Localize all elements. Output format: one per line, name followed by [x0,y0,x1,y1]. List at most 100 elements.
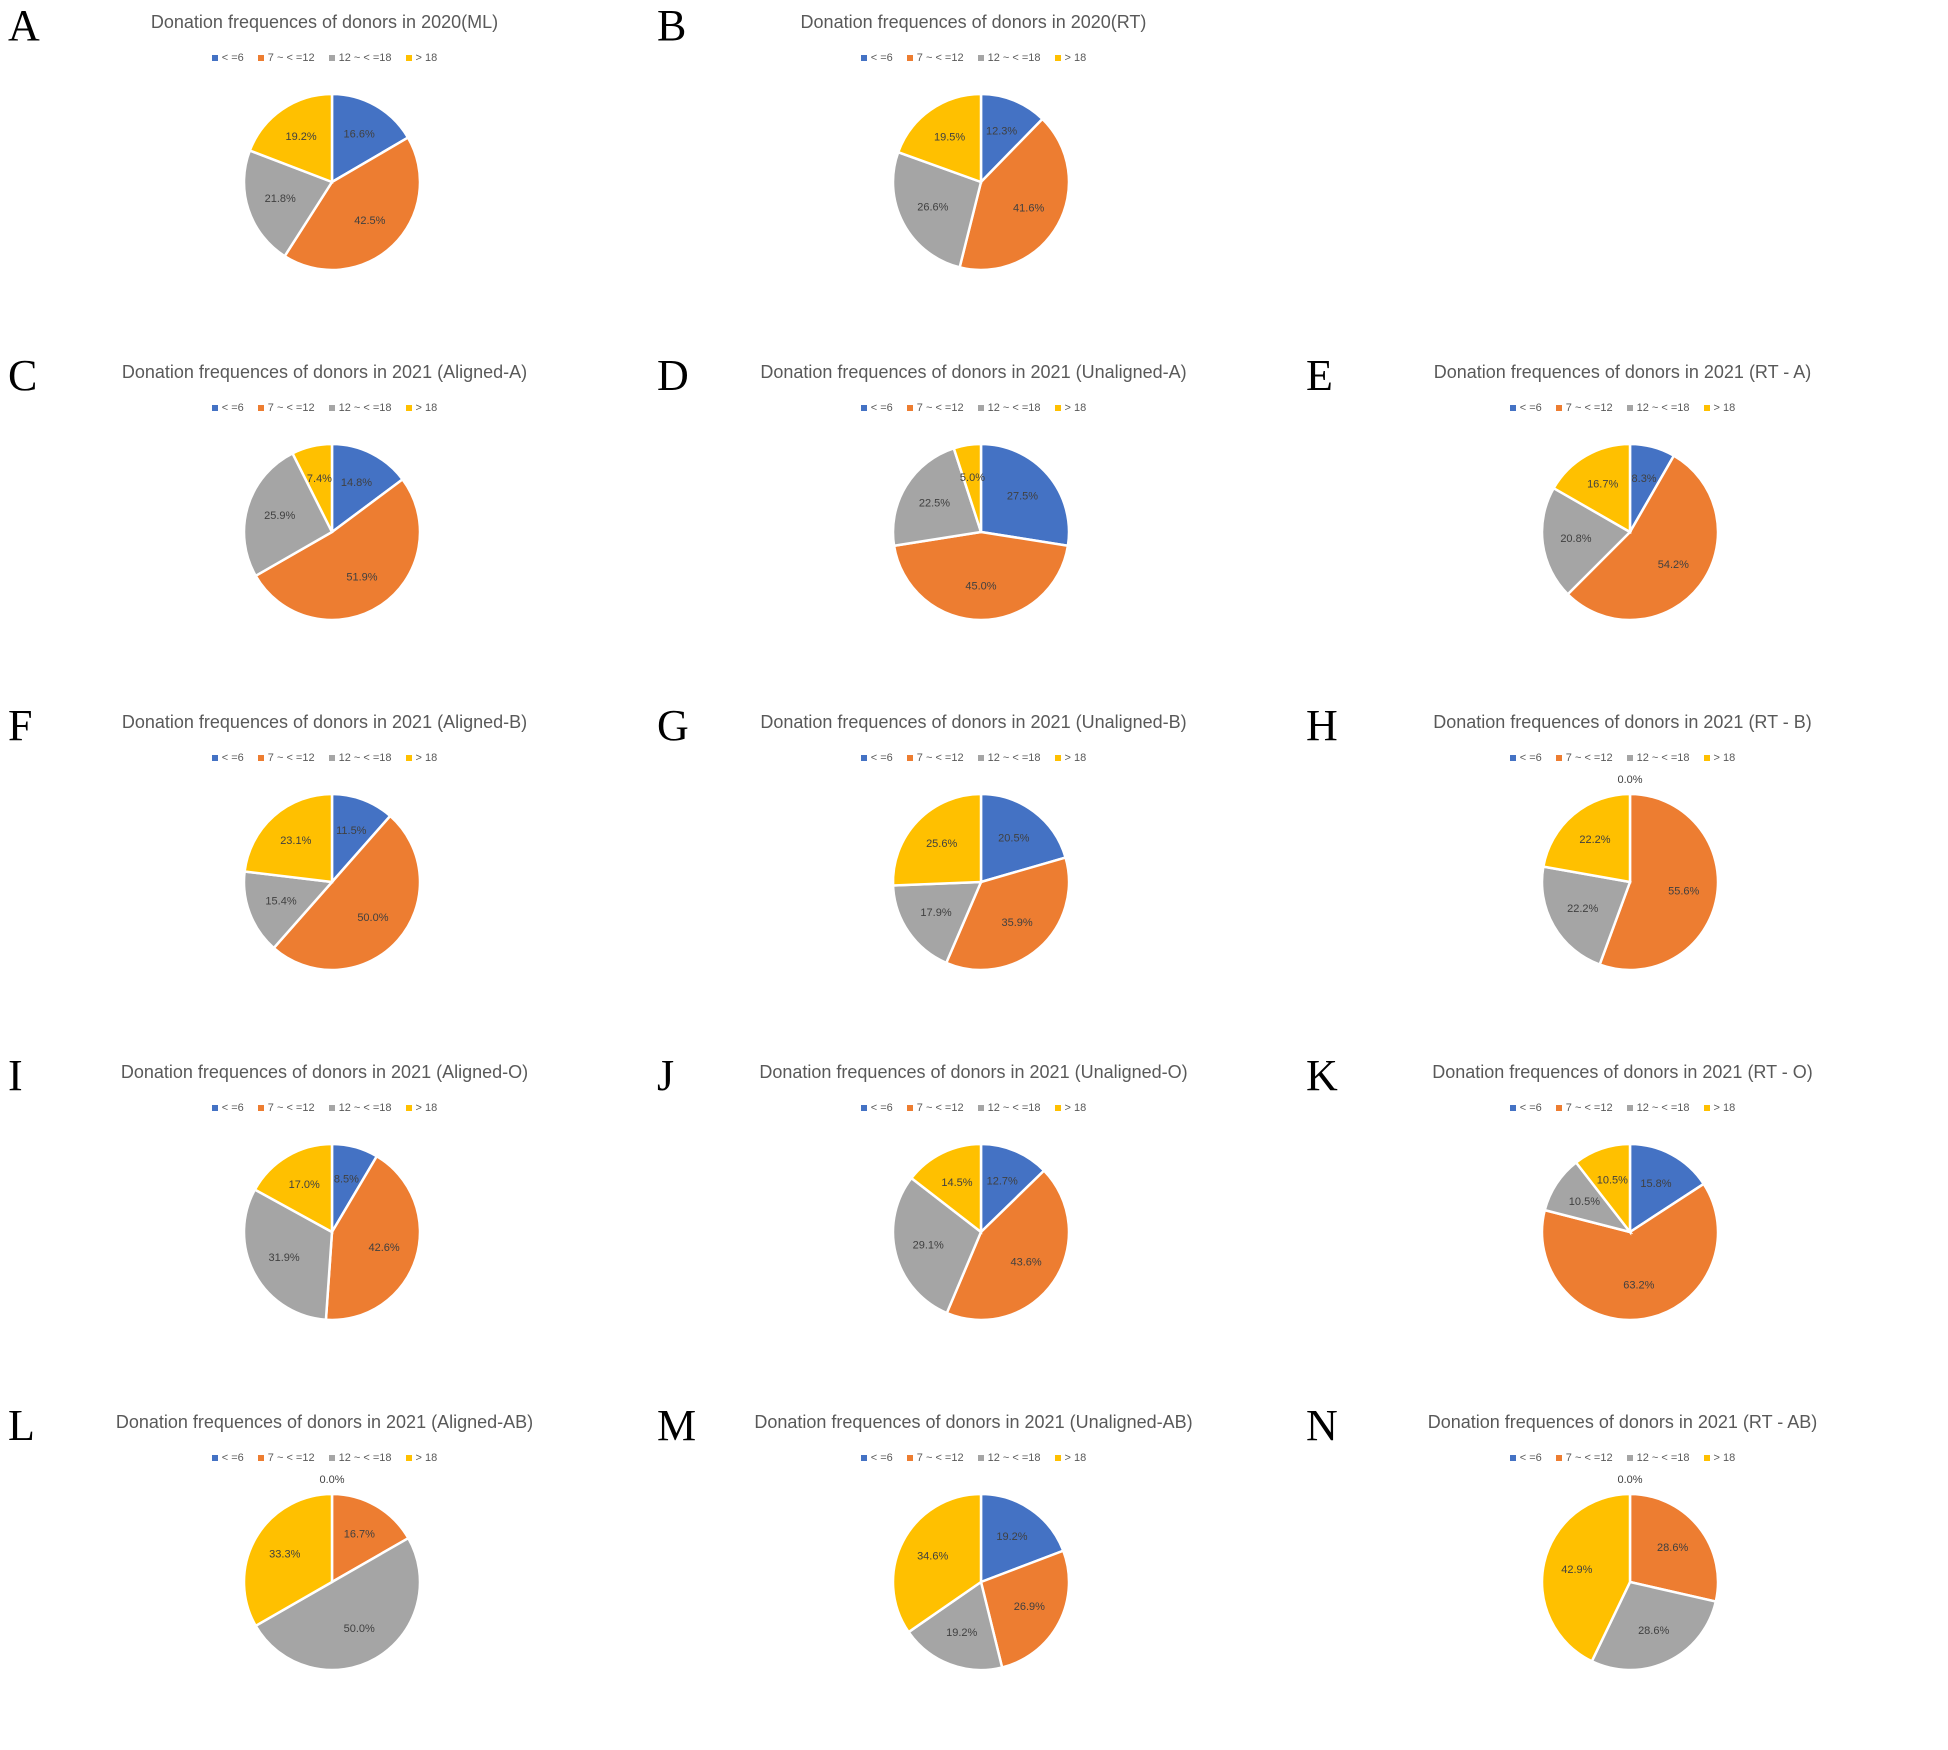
pie-data-label: 25.6% [926,838,957,850]
pie-slice [330,442,405,535]
panel-letter: E [1306,351,1333,400]
legend-label: > 18 [1064,52,1087,64]
chart-panel-i: I Donation frequences of donors in 2021 (… [0,1050,649,1400]
legend-label: 12 ~ < =18 [1636,402,1690,414]
legend-item: > 18 [1703,402,1736,414]
legend-swatch [328,405,335,411]
legend-swatch [860,1105,867,1111]
pie-chart-figure: A Donation frequences of donors in 2020(M… [0,0,1817,1672]
legend-label: 7 ~ < =12 [267,402,315,414]
pie-chart: 11.5% 50.0% 15.4% 23.1% [242,792,422,972]
legend-swatch [1054,1455,1061,1461]
pie-data-label: 25.9% [264,510,295,522]
legend-label: 12 ~ < =18 [1636,1452,1690,1464]
pie-data-label: 20.8% [1560,533,1591,545]
legend-label: 12 ~ < =18 [987,402,1041,414]
legend-item: > 18 [1703,1452,1735,1464]
legend-label: < =6 [221,402,244,414]
pie-slice [1540,1492,1632,1663]
pie-data-label: 22.2% [1567,903,1598,915]
legend-swatch [1703,405,1710,411]
legend-item: > 18 [405,1452,437,1464]
chart-legend: < =6 7 ~ < =12 12 ~ < =18 > 18 [649,1102,1298,1114]
pie-data-label: 20.5% [998,832,1029,844]
legend-swatch [977,1455,984,1461]
chart-panel-d: D Donation frequences of donors in 2021 (… [649,350,1298,700]
legend-label: < =6 [870,1102,893,1114]
legend-swatch [977,755,984,761]
pie-chart: 0.0% 55.6% 22.2% 22.2% [1540,774,1720,972]
pie-data-label: 19.2% [285,131,316,143]
legend-item: 7 ~ < =12 [906,752,964,764]
legend-swatch [1509,1105,1516,1111]
pie-data-label: 15.8% [1640,1178,1671,1190]
pie-data-label: 26.9% [1014,1601,1045,1613]
legend-label: 7 ~ < =12 [267,752,315,764]
pie-slice [1551,442,1632,535]
pie-slice [979,442,1071,548]
legend-item: 7 ~ < =12 [1555,1452,1613,1464]
legend-label: > 18 [1064,752,1087,764]
legend-label: 7 ~ < =12 [1565,752,1613,764]
legend-swatch [405,405,412,411]
legend-swatch [1555,1455,1562,1461]
legend-swatch [328,1455,335,1461]
legend-label: < =6 [1519,402,1542,414]
pie-slice [242,1492,334,1628]
pie-chart: 12.3% 41.6% 26.6% 19.5% [891,92,1071,272]
chart-legend: < =6 7 ~ < =12 12 ~ < =18 > 18 [0,402,649,414]
pie-data-label: 26.6% [917,202,948,214]
pie-slice [290,442,334,533]
legend-item: > 18 [1054,752,1087,764]
legend-item: < =6 [860,52,893,64]
legend-label: 7 ~ < =12 [916,752,964,764]
pie-slice [979,792,1068,884]
legend-label: > 18 [415,52,438,64]
legend-swatch [1626,1455,1633,1461]
panel-letter: D [657,351,689,400]
legend-label: > 18 [1064,402,1087,414]
chart-title: Donation frequences of donors in 2021 (R… [1433,362,1812,382]
chart-title: Donation frequences of donors in 2021 (R… [1433,712,1812,732]
legend-item: < =6 [860,1452,893,1464]
pie-slice [1540,1182,1720,1322]
pie-slice [891,1176,983,1315]
pie-slice [891,880,983,965]
legend-swatch [328,755,335,761]
pie-slice [979,1142,1046,1235]
pie-data-label: 5.0% [960,472,985,484]
legend-item: > 18 [405,1102,437,1114]
legend-label: 7 ~ < =12 [916,1102,964,1114]
pie-slice [242,1187,334,1322]
legend-item: 12 ~ < =18 [328,1452,392,1464]
pie-data-label: 19.2% [996,1531,1027,1543]
pie-data-label: 41.6% [1013,202,1044,214]
legend-label: > 18 [1713,402,1736,414]
legend-item: < =6 [1509,1102,1542,1114]
legend-item: 7 ~ < =12 [257,52,315,64]
pie-chart: 19.2% 26.9% 19.2% 34.6% [891,1492,1071,1672]
pie-data-label: 31.9% [269,1252,300,1264]
legend-item: 12 ~ < =18 [1626,1452,1690,1464]
legend-label: < =6 [221,752,244,764]
legend-label: > 18 [1064,1452,1087,1464]
pie-slice [253,477,422,622]
legend-item: 12 ~ < =18 [328,52,392,64]
pie-slice [979,1492,1065,1584]
legend-swatch [1703,755,1710,761]
legend-swatch [257,405,264,411]
legend-swatch [211,405,218,411]
legend-item: < =6 [860,402,893,414]
legend-label: > 18 [1713,752,1736,764]
chart-panel-n: N Donation frequences of donors in 2021 (… [1298,1400,1947,1750]
pie-data-label: 28.6% [1657,1542,1688,1554]
legend-swatch [328,1105,335,1111]
pie-chart: 14.8% 51.9% 25.9% 7.4% [242,442,422,622]
pie-slice [958,117,1071,272]
chart-panel-b: B Donation frequences of donors in 2020(R… [649,0,1298,350]
legend-swatch [977,1105,984,1111]
legend-item: > 18 [405,752,437,764]
legend-item: 7 ~ < =12 [1555,1102,1613,1114]
legend-label: < =6 [1519,1102,1542,1114]
chart-panel-a: A Donation frequences of donors in 2020(M… [0,0,649,350]
